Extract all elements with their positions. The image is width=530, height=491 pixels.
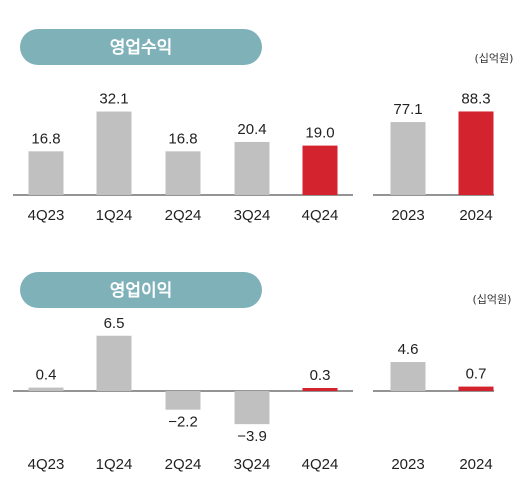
tick-label: 2023 <box>391 456 424 473</box>
tick-label: 4Q24 <box>302 207 339 224</box>
bar <box>458 386 494 391</box>
bar <box>28 387 64 391</box>
data-label: 4.6 <box>398 341 419 358</box>
bar <box>165 391 201 410</box>
tick-label: 2Q24 <box>165 456 202 473</box>
data-label: 6.5 <box>104 315 125 332</box>
tick-label: 4Q23 <box>28 207 65 224</box>
unit-label: (십억원) <box>475 52 514 65</box>
tick-label: 2024 <box>459 456 492 473</box>
data-label: 88.3 <box>461 90 490 107</box>
data-label: 0.4 <box>36 367 57 384</box>
tick-label: 1Q24 <box>96 456 133 473</box>
bar <box>302 145 338 195</box>
data-label: −2.2 <box>168 414 198 431</box>
data-label: 32.1 <box>99 91 128 108</box>
bar <box>96 111 132 195</box>
bar <box>458 111 494 195</box>
data-label: 16.8 <box>168 130 197 147</box>
section-title: 영업수익 <box>110 38 173 58</box>
tick-label: 3Q24 <box>234 456 271 473</box>
section-title-pill <box>20 29 262 65</box>
section-title: 영업이익 <box>110 281 173 301</box>
bar <box>390 362 426 391</box>
tick-label: 2Q24 <box>165 207 202 224</box>
tick-label: 4Q24 <box>302 456 339 473</box>
data-label: 0.7 <box>466 366 487 383</box>
bar <box>96 335 132 391</box>
data-label: 16.8 <box>31 130 60 147</box>
unit-label: (십억원) <box>473 293 512 306</box>
tick-label: 2023 <box>391 207 424 224</box>
bar <box>302 388 338 391</box>
tick-label: 3Q24 <box>234 207 271 224</box>
data-label: −3.9 <box>237 428 267 445</box>
bar <box>234 391 270 425</box>
tick-label: 2024 <box>459 207 492 224</box>
bar <box>165 151 201 195</box>
data-label: 0.3 <box>310 367 331 384</box>
data-label: 19.0 <box>305 125 334 142</box>
tick-label: 4Q23 <box>28 456 65 473</box>
bar <box>390 122 426 195</box>
data-label: 20.4 <box>237 121 266 138</box>
section-title-pill <box>20 272 262 308</box>
bar <box>28 151 64 195</box>
data-label: 77.1 <box>393 101 422 118</box>
bar <box>234 141 270 195</box>
tick-label: 1Q24 <box>96 207 133 224</box>
